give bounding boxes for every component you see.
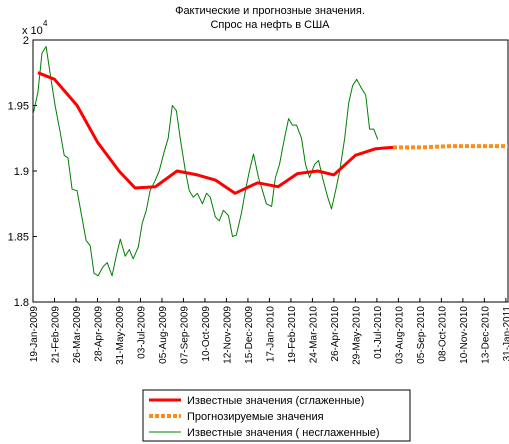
- y-exponent: x 10: [22, 25, 43, 37]
- legend-label: Прогнозируемые значения: [187, 411, 324, 423]
- x-tick-label: 17-Jan-2010: [265, 306, 276, 363]
- x-tick-label: 29-May-2010: [351, 306, 362, 365]
- chart-subtitle: Спрос на нефть в США: [210, 19, 330, 31]
- plot-area: [32, 39, 509, 303]
- legend-label: Известные значения ( несглаженные): [187, 427, 380, 439]
- x-tick-label: 15-Dec-2009: [244, 306, 255, 364]
- x-tick-label: 19-Feb-2010: [287, 306, 298, 364]
- legend-box: [142, 389, 411, 442]
- y-tick-label: 1.8: [14, 297, 29, 309]
- x-tick-label: 03-Jul-2009: [136, 306, 147, 359]
- x-tick-label: 12-Nov-2009: [222, 306, 233, 364]
- y-tick-label: 2: [23, 35, 29, 47]
- x-tick-label: 01-Jul-2010: [373, 306, 384, 359]
- series-line: [393, 144, 508, 150]
- y-exponent-power: 4: [43, 19, 48, 28]
- series-line: [37, 71, 394, 195]
- x-tick-label: 05-Sep-2010: [416, 306, 427, 364]
- x-tick-label: 05-Aug-2009: [158, 306, 169, 364]
- y-tick-label: 1.9: [14, 166, 29, 178]
- x-tick-label: 26-Mar-2009: [72, 306, 83, 364]
- x-tick-label: 08-Oct-2010: [437, 306, 448, 362]
- x-tick-label: 10-Nov-2010: [459, 306, 470, 364]
- x-tick-label: 28-Apr-2009: [93, 306, 104, 362]
- x-tick-label: 07-Sep-2009: [179, 306, 190, 364]
- x-tick-label: 03-Aug-2010: [394, 306, 405, 364]
- x-tick-label: 31-Jan-2011: [502, 306, 509, 362]
- x-tick-label: 19-Jan-2009: [29, 306, 40, 363]
- chart-title: Фактические и прогнозные значения.: [175, 5, 365, 17]
- x-tick-label: 26-Apr-2010: [330, 306, 341, 362]
- x-tick-label: 24-Mar-2010: [308, 306, 319, 364]
- legend-label: Известные значения (сглаженные): [187, 395, 364, 407]
- x-tick-label: 13-Dec-2010: [480, 306, 491, 364]
- y-tick-label: 1.95: [8, 101, 29, 113]
- y-tick-label: 1.85: [8, 232, 29, 244]
- x-tick-label: 21-Feb-2009: [50, 306, 61, 364]
- x-tick-label: 31-May-2009: [115, 306, 126, 365]
- x-tick-label: 10-Oct-2009: [201, 306, 212, 362]
